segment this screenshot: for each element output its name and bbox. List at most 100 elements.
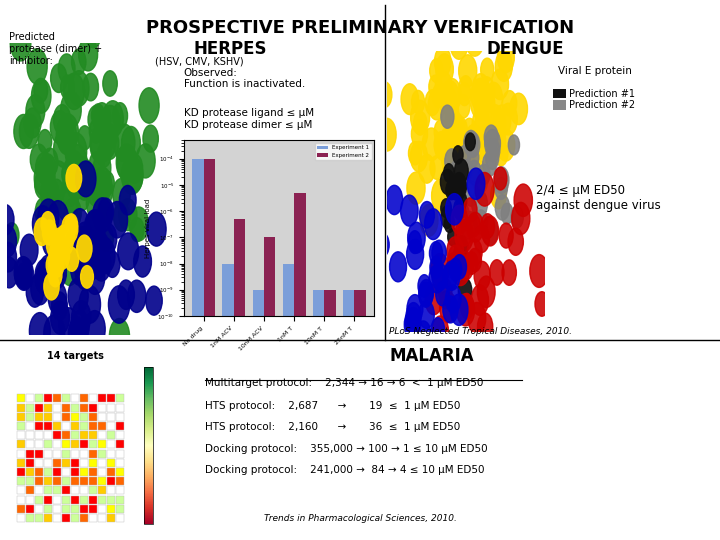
Circle shape	[0, 225, 17, 257]
Circle shape	[501, 203, 513, 224]
Circle shape	[461, 296, 474, 319]
Circle shape	[495, 177, 508, 199]
Circle shape	[449, 258, 462, 281]
Circle shape	[530, 254, 549, 287]
Circle shape	[41, 212, 55, 236]
Bar	[107, 441, 115, 448]
Bar	[89, 450, 97, 457]
Bar	[234, 219, 246, 540]
Bar	[35, 431, 42, 439]
Bar	[26, 431, 34, 439]
Circle shape	[456, 202, 469, 225]
Circle shape	[494, 167, 509, 193]
Bar	[53, 431, 60, 439]
Circle shape	[105, 251, 120, 278]
Bar	[80, 496, 88, 504]
Circle shape	[56, 117, 76, 153]
Text: Viral E protein: Viral E protein	[558, 66, 632, 76]
Circle shape	[446, 123, 465, 156]
Bar	[17, 496, 24, 504]
Bar	[71, 468, 79, 476]
Circle shape	[401, 84, 418, 114]
Circle shape	[59, 308, 78, 341]
Bar	[62, 468, 70, 476]
Circle shape	[47, 189, 61, 214]
Bar	[89, 459, 97, 467]
Bar	[80, 450, 88, 457]
Circle shape	[438, 279, 452, 302]
Bar	[71, 413, 79, 421]
Circle shape	[444, 164, 454, 183]
Circle shape	[66, 145, 87, 181]
Circle shape	[83, 73, 99, 101]
Circle shape	[454, 159, 468, 183]
Circle shape	[429, 265, 445, 293]
Bar	[71, 487, 79, 494]
Bar	[98, 477, 106, 485]
Bar	[117, 441, 125, 448]
Circle shape	[502, 260, 516, 285]
Bar	[89, 505, 97, 513]
Circle shape	[474, 261, 490, 290]
Bar	[35, 505, 42, 513]
Circle shape	[14, 258, 33, 291]
Circle shape	[61, 176, 78, 206]
Bar	[35, 496, 42, 504]
Circle shape	[68, 151, 82, 175]
Text: 14 targets: 14 targets	[48, 352, 104, 361]
Circle shape	[454, 199, 466, 220]
Circle shape	[94, 152, 111, 184]
Circle shape	[68, 238, 85, 267]
Circle shape	[430, 256, 442, 279]
Bar	[17, 403, 24, 411]
Circle shape	[474, 225, 490, 253]
Circle shape	[58, 123, 74, 150]
Circle shape	[468, 302, 486, 334]
Bar	[107, 459, 115, 467]
Bar	[26, 505, 34, 513]
Circle shape	[79, 286, 101, 323]
Bar	[107, 496, 115, 504]
Circle shape	[46, 253, 60, 277]
Bar	[98, 487, 106, 494]
Bar	[80, 505, 88, 513]
Bar	[44, 487, 52, 494]
Bar	[117, 431, 125, 439]
Bar	[98, 394, 106, 402]
Bar	[107, 450, 115, 457]
Bar	[62, 413, 70, 421]
Bar	[117, 477, 125, 485]
Bar	[80, 431, 88, 439]
Circle shape	[377, 82, 392, 107]
Bar	[222, 264, 234, 540]
Circle shape	[514, 184, 532, 217]
Circle shape	[441, 143, 459, 173]
Circle shape	[495, 195, 510, 220]
Circle shape	[478, 124, 497, 157]
Circle shape	[445, 119, 462, 149]
Circle shape	[431, 179, 451, 213]
Legend: Experiment 1, Experiment 2: Experiment 1, Experiment 2	[315, 143, 372, 160]
Circle shape	[72, 227, 91, 260]
Circle shape	[143, 125, 158, 152]
Circle shape	[458, 278, 472, 302]
Bar	[62, 441, 70, 448]
Circle shape	[42, 148, 58, 177]
Bar	[117, 394, 125, 402]
Circle shape	[465, 252, 478, 274]
Text: Trends in Pharmacological Sciences, 2010.: Trends in Pharmacological Sciences, 2010…	[264, 514, 456, 523]
Text: Prediction #1: Prediction #1	[569, 89, 635, 99]
Circle shape	[477, 313, 492, 340]
Text: Observed:
Function is inactivated.: Observed: Function is inactivated.	[184, 68, 305, 89]
Circle shape	[32, 206, 53, 241]
Circle shape	[66, 227, 86, 262]
Bar	[62, 394, 70, 402]
Circle shape	[432, 84, 446, 107]
Bar	[71, 394, 79, 402]
Circle shape	[456, 294, 474, 326]
Circle shape	[78, 126, 91, 150]
Circle shape	[448, 228, 458, 246]
Bar	[354, 289, 366, 540]
Circle shape	[69, 163, 87, 194]
Bar	[53, 459, 60, 467]
